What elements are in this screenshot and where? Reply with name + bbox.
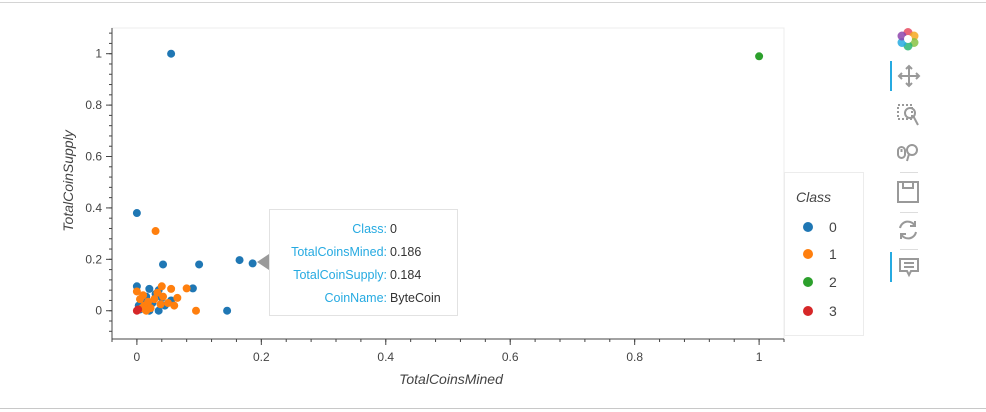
legend-item-class-0[interactable]: 0 (803, 218, 837, 236)
scatter-point-class-1[interactable] (170, 301, 179, 310)
tooltip-value: 0 (390, 222, 397, 236)
scatter-point-class-1[interactable] (144, 297, 153, 306)
toolbar-separator (900, 172, 918, 173)
y-tick-label: 1 (95, 47, 102, 61)
scatter-point-class-1[interactable] (182, 284, 191, 293)
tooltip-pointer (257, 254, 269, 270)
bottom-divider (0, 408, 986, 409)
x-tick-label: 0.6 (502, 350, 519, 364)
legend-swatch (803, 249, 813, 259)
pan-tool-icon[interactable] (890, 61, 926, 91)
scatter-point-class-0[interactable] (167, 49, 176, 58)
scatter-point-class-0[interactable] (154, 306, 163, 315)
top-divider (0, 2, 986, 3)
scatter-point-class-1[interactable] (156, 300, 165, 309)
x-tick-label: 0.4 (377, 350, 394, 364)
legend-label: 2 (829, 274, 837, 290)
axes: 0 0.2 0.4 0.6 0.8 1 0 0.2 0.4 0.6 0.8 1 (85, 28, 785, 364)
tooltip-row-class: Class: 0 (270, 218, 457, 241)
scatter-point-class-1[interactable] (173, 293, 182, 302)
hover-tool-icon[interactable] (890, 252, 926, 282)
reset-tool-icon[interactable] (890, 215, 926, 245)
tooltip-value: 0.184 (390, 268, 422, 282)
legend-swatch (803, 277, 813, 287)
scatter-point-class-1[interactable] (159, 292, 168, 301)
tooltip-row-totalcoinsupply: TotalCoinSupply: 0.184 (270, 264, 457, 287)
y-tick-label: 0 (95, 304, 102, 318)
x-axis-title: TotalCoinsMined (399, 371, 504, 387)
tooltip-value: 0.186 (390, 245, 422, 259)
scatter-point-class-1[interactable] (139, 291, 148, 300)
scatter-point-class-0[interactable] (195, 260, 204, 269)
save-tool-icon[interactable] (890, 177, 926, 207)
legend: Class 0 1 2 3 (784, 172, 864, 336)
scatter-point-class-2[interactable] (755, 52, 764, 61)
x-tick-label: 0 (134, 350, 141, 364)
scatter-point-class-1[interactable] (153, 288, 162, 297)
y-tick-label: 0.6 (85, 150, 102, 164)
legend-item-class-3[interactable]: 3 (803, 302, 837, 320)
legend-swatch (803, 306, 813, 316)
tooltip-key: Class: (352, 222, 387, 236)
scatter-points (132, 49, 764, 315)
y-tick-label: 0.4 (85, 201, 102, 215)
scatter-point-class-1[interactable] (150, 295, 159, 304)
legend-item-class-1[interactable]: 1 (803, 245, 837, 263)
tooltip-value: ByteCoin (390, 291, 441, 305)
legend-title: Class (796, 189, 832, 205)
scatter-point-class-0[interactable] (159, 260, 168, 269)
scatter-point-class-0[interactable] (223, 306, 232, 315)
x-tick-label: 1 (756, 350, 763, 364)
x-tick-label: 0.2 (253, 350, 270, 364)
x-tick-label: 0.8 (626, 350, 643, 364)
bokeh-logo-icon[interactable] (890, 24, 926, 54)
legend-item-class-2[interactable]: 2 (803, 273, 837, 291)
scatter-point-class-0[interactable] (145, 284, 154, 293)
tooltip-key: TotalCoinSupply: (293, 268, 387, 282)
wheel-zoom-tool-icon[interactable] (890, 137, 926, 167)
legend-label: 0 (829, 219, 837, 235)
scatter-point-class-1[interactable] (164, 299, 172, 308)
hover-tooltip: Class: 0 TotalCoinsMined: 0.186 TotalCoi… (269, 209, 458, 316)
box-zoom-tool-icon[interactable] (890, 100, 926, 130)
scatter-point-class-0[interactable] (188, 284, 197, 293)
scatter-point-class-1[interactable] (192, 306, 200, 315)
tooltip-key: CoinName: (324, 291, 387, 305)
legend-label: 3 (829, 303, 837, 319)
tooltip-row-totalcoinsmined: TotalCoinsMined: 0.186 (270, 241, 457, 264)
scatter-point-class-0[interactable] (235, 256, 244, 265)
scatter-point-class-3[interactable] (134, 305, 143, 314)
y-tick-label: 0.2 (85, 252, 102, 266)
tooltip-key: TotalCoinsMined: (291, 245, 387, 259)
toolbar-separator (900, 249, 918, 250)
tooltip-row-coinname: CoinName: ByteCoin (270, 287, 457, 310)
scatter-point-class-1[interactable] (151, 227, 160, 236)
legend-swatch (803, 222, 813, 232)
y-axis-title: TotalCoinSupply (60, 129, 76, 231)
scatter-point-class-1[interactable] (167, 284, 176, 293)
scatter-point-class-1[interactable] (157, 282, 166, 291)
scatter-point-class-1[interactable] (132, 287, 141, 296)
y-tick-label: 0.8 (85, 98, 102, 112)
scatter-point-class-0[interactable] (132, 209, 141, 218)
scatter-point-class-0[interactable] (248, 259, 257, 268)
plot-toolbar (890, 24, 926, 294)
legend-label: 1 (829, 246, 837, 262)
toolbar-separator (900, 212, 918, 213)
